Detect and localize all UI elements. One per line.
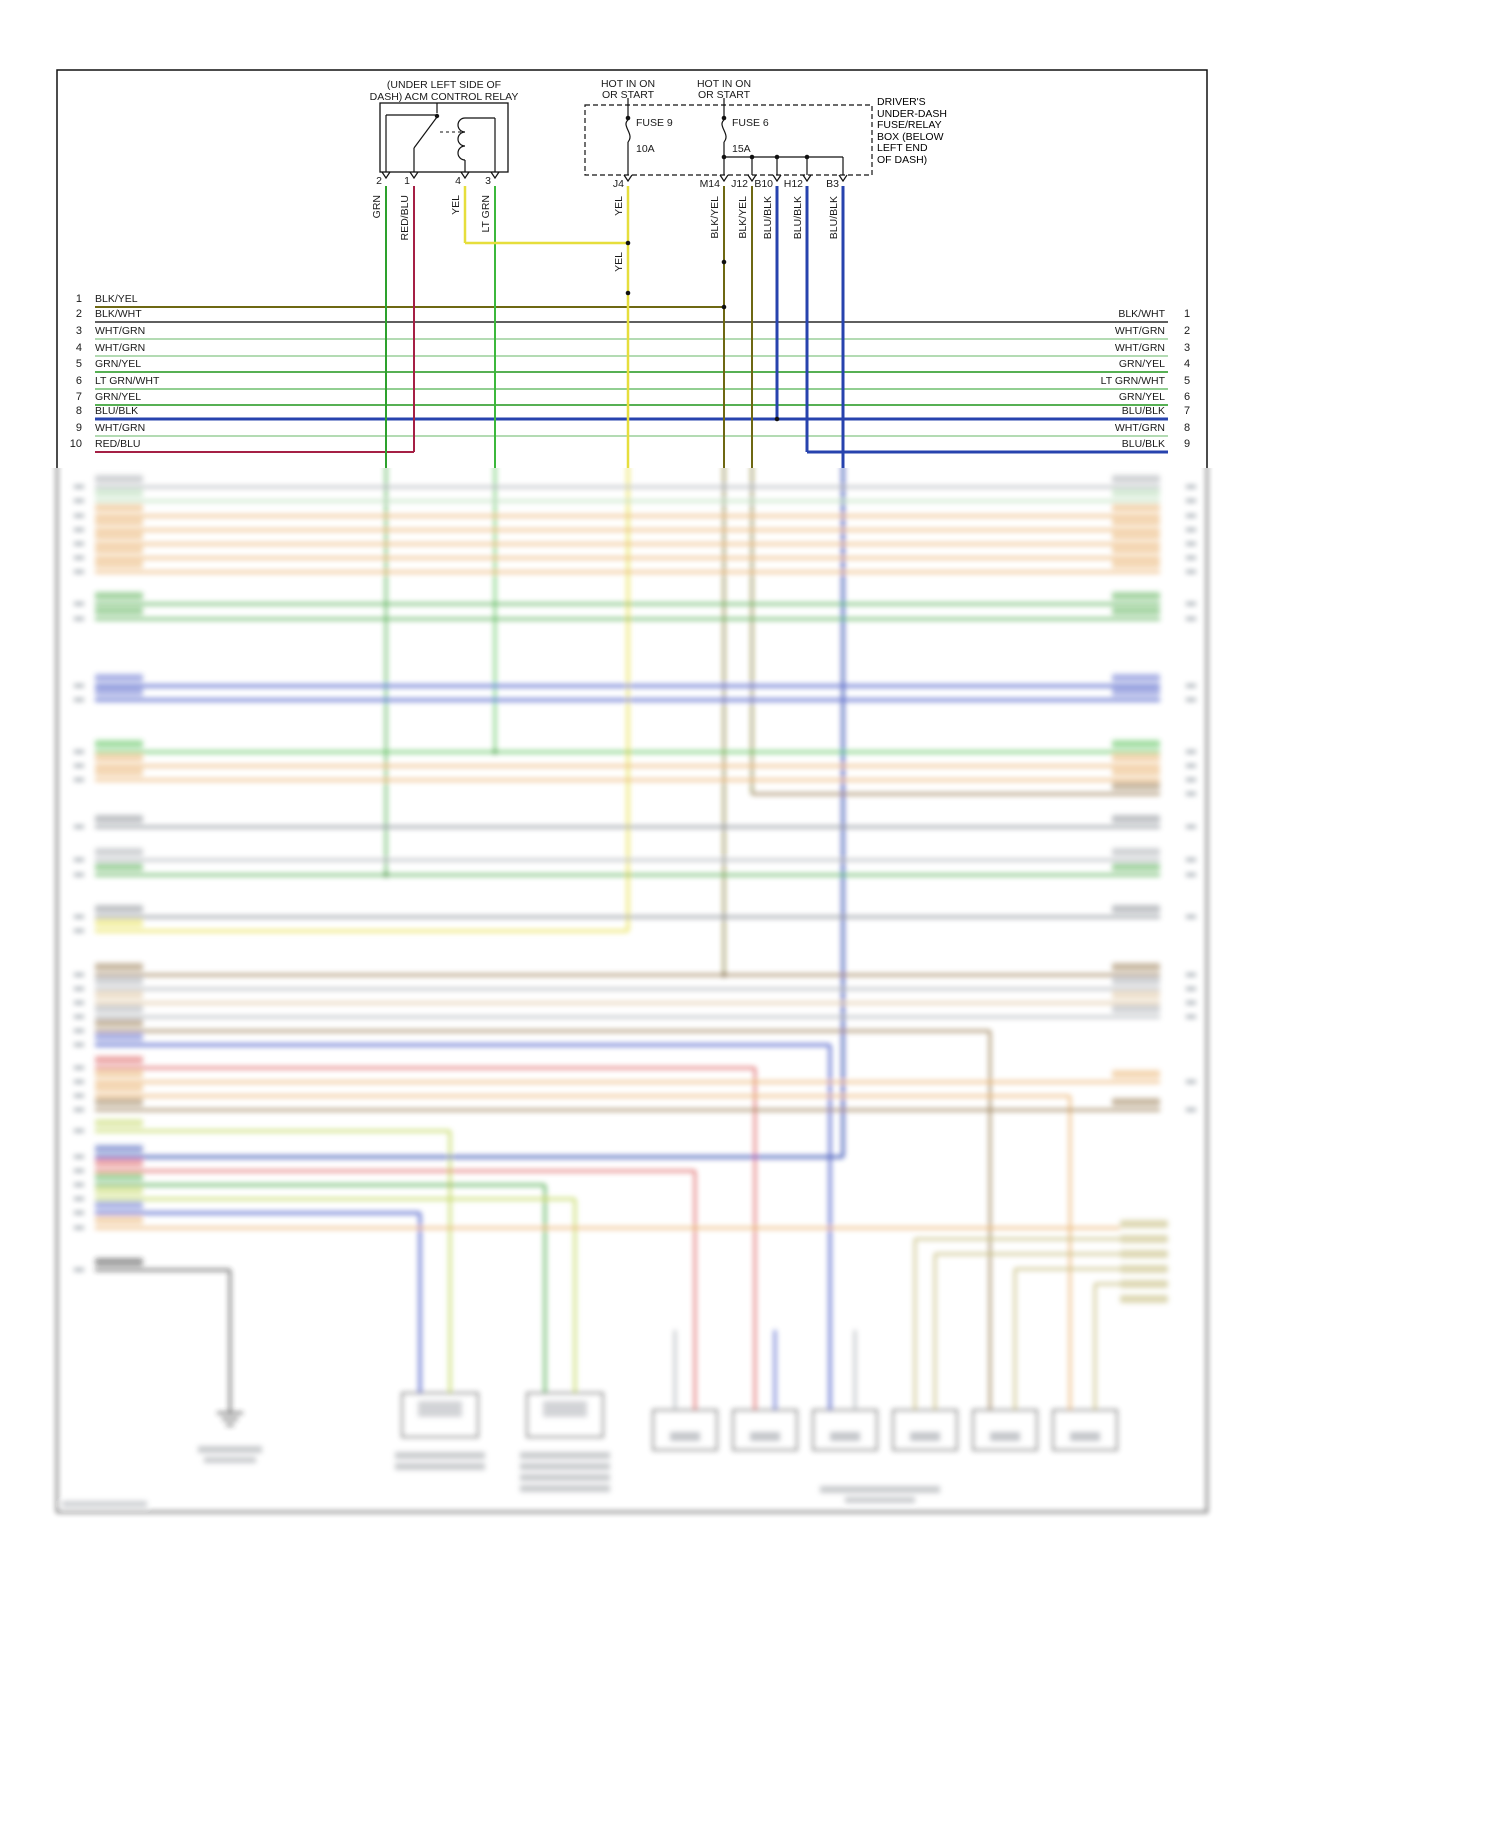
sharp-region	[56, 69, 1208, 468]
blurred-region	[56, 468, 1208, 1513]
